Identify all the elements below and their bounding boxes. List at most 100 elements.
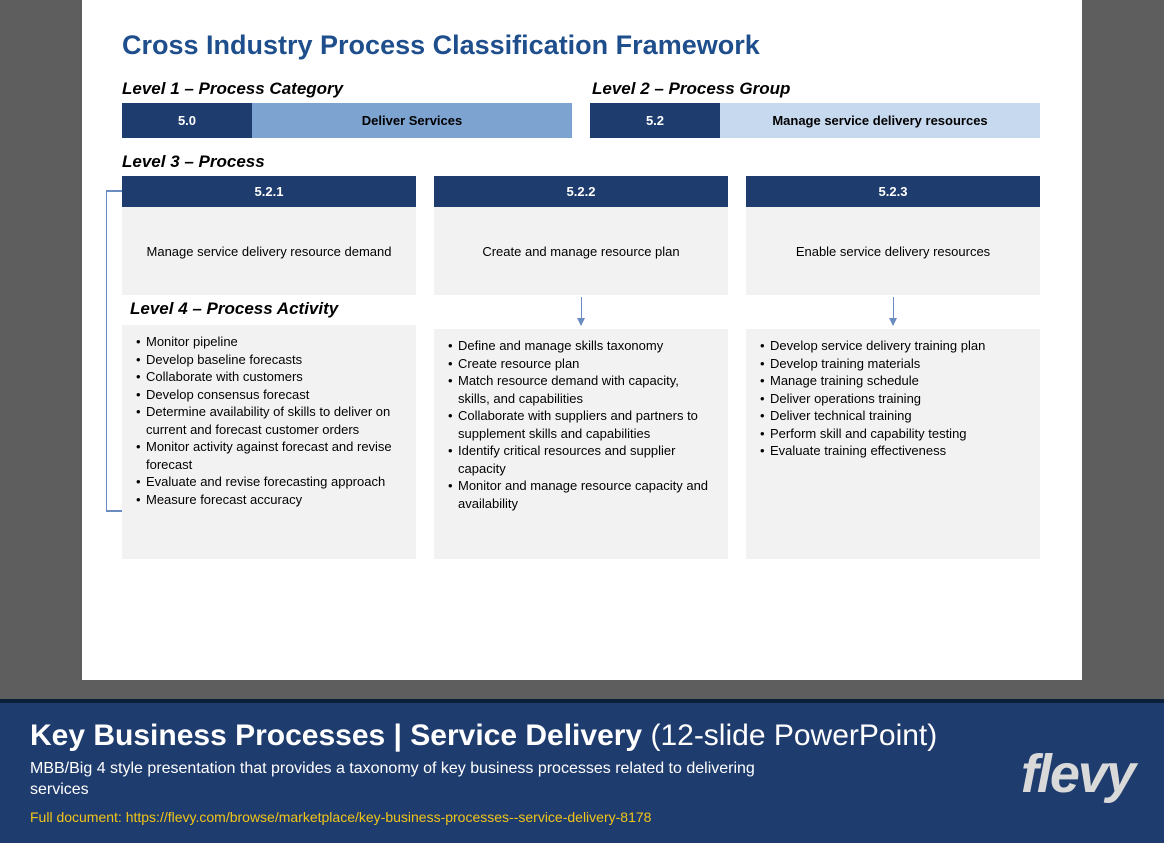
level1-code: 5.0	[122, 103, 252, 138]
slide: Cross Industry Process Classification Fr…	[82, 0, 1082, 680]
bullet-icon: •	[136, 333, 146, 351]
activity-item: • Evaluate training effectiveness	[760, 442, 1026, 460]
activity-item: • Collaborate with customers	[136, 368, 402, 386]
process-name: Create and manage resource plan	[434, 207, 728, 295]
flevy-logo: flevy	[1021, 743, 1134, 805]
level2-code: 5.2	[590, 103, 720, 138]
activity-item: • Deliver technical training	[760, 407, 1026, 425]
bullet-icon: •	[136, 368, 146, 386]
arrow-down-icon	[893, 297, 894, 325]
activity-text: Develop consensus forecast	[146, 386, 309, 404]
activity-item: • Monitor activity against forecast and …	[136, 438, 402, 473]
activity-item: • Develop service delivery training plan	[760, 337, 1026, 355]
process-column: 5.2.3Enable service delivery resources• …	[746, 176, 1040, 559]
activity-text: Deliver technical training	[770, 407, 912, 425]
activity-text: Define and manage skills taxonomy	[458, 337, 663, 355]
bullet-icon: •	[136, 473, 146, 491]
activity-text: Measure forecast accuracy	[146, 491, 302, 509]
slide-title: Cross Industry Process Classification Fr…	[122, 30, 1042, 61]
bullet-icon: •	[760, 442, 770, 460]
activity-text: Deliver operations training	[770, 390, 921, 408]
level1-name: Deliver Services	[252, 103, 572, 138]
activity-text: Match resource demand with capacity, ski…	[458, 372, 714, 407]
activity-text: Evaluate training effectiveness	[770, 442, 946, 460]
activity-text: Develop baseline forecasts	[146, 351, 302, 369]
activity-text: Develop training materials	[770, 355, 920, 373]
activity-item: • Measure forecast accuracy	[136, 491, 402, 509]
banner-title-light: (12-slide PowerPoint)	[642, 719, 937, 752]
activity-list: • Develop service delivery training plan…	[746, 329, 1040, 559]
top-boxes: 5.0 Deliver Services 5.2 Manage service …	[122, 103, 1042, 138]
activity-item: • Collaborate with suppliers and partner…	[448, 407, 714, 442]
process-code: 5.2.2	[434, 176, 728, 207]
activity-item: • Develop consensus forecast	[136, 386, 402, 404]
bullet-icon: •	[448, 407, 458, 442]
activity-item: • Perform skill and capability testing	[760, 425, 1026, 443]
arrow-spacer	[746, 295, 1040, 329]
activity-item: • Create resource plan	[448, 355, 714, 373]
level2-box: 5.2 Manage service delivery resources	[590, 103, 1040, 138]
activity-text: Collaborate with suppliers and partners …	[458, 407, 714, 442]
activity-item: • Develop baseline forecasts	[136, 351, 402, 369]
activity-list: • Define and manage skills taxonomy• Cre…	[434, 329, 728, 559]
process-column: 5.2.1Manage service delivery resource de…	[122, 176, 416, 559]
activity-item: • Manage training schedule	[760, 372, 1026, 390]
activity-list: • Monitor pipeline• Develop baseline for…	[122, 325, 416, 555]
banner-link[interactable]: Full document: https://flevy.com/browse/…	[30, 809, 1134, 825]
activity-text: Monitor and manage resource capacity and…	[458, 477, 714, 512]
activity-text: Develop service delivery training plan	[770, 337, 985, 355]
activity-text: Monitor activity against forecast and re…	[146, 438, 402, 473]
banner-title-bold: Key Business Processes | Service Deliver…	[30, 719, 642, 752]
level4-label: Level 4 – Process Activity	[120, 295, 416, 325]
bullet-icon: •	[448, 442, 458, 477]
bullet-icon: •	[136, 386, 146, 404]
level-labels-row: Level 1 – Process Category Level 2 – Pro…	[122, 79, 1042, 99]
activity-text: Determine availability of skills to deli…	[146, 403, 402, 438]
level3-label: Level 3 – Process	[122, 152, 1042, 172]
process-row: 5.2.1Manage service delivery resource de…	[122, 176, 1042, 559]
activity-text: Create resource plan	[458, 355, 579, 373]
process-code: 5.2.3	[746, 176, 1040, 207]
bullet-icon: •	[136, 351, 146, 369]
level2-name: Manage service delivery resources	[720, 103, 1040, 138]
process-name: Manage service delivery resource demand	[122, 207, 416, 295]
activity-item: • Develop training materials	[760, 355, 1026, 373]
bullet-icon: •	[760, 337, 770, 355]
level1-label: Level 1 – Process Category	[122, 79, 572, 99]
bullet-icon: •	[136, 491, 146, 509]
activity-item: • Monitor pipeline	[136, 333, 402, 351]
bullet-icon: •	[448, 355, 458, 373]
process-column: 5.2.2Create and manage resource plan • De…	[434, 176, 728, 559]
process-code: 5.2.1	[122, 176, 416, 207]
activity-text: Perform skill and capability testing	[770, 425, 967, 443]
arrow-down-icon	[581, 297, 582, 325]
activity-text: Identify critical resources and supplier…	[458, 442, 714, 477]
bullet-icon: •	[760, 425, 770, 443]
bullet-icon: •	[448, 337, 458, 355]
bullet-icon: •	[136, 438, 146, 473]
level2-label: Level 2 – Process Group	[592, 79, 1042, 99]
level1-box: 5.0 Deliver Services	[122, 103, 572, 138]
connector-line	[106, 190, 107, 510]
bullet-icon: •	[136, 403, 146, 438]
activity-item: • Identify critical resources and suppli…	[448, 442, 714, 477]
activity-item: • Monitor and manage resource capacity a…	[448, 477, 714, 512]
banner-subtitle: MBB/Big 4 style presentation that provid…	[30, 759, 790, 801]
activity-text: Monitor pipeline	[146, 333, 238, 351]
connector-top	[106, 190, 122, 192]
activity-text: Evaluate and revise forecasting approach	[146, 473, 385, 491]
activity-item: • Match resource demand with capacity, s…	[448, 372, 714, 407]
banner: Key Business Processes | Service Deliver…	[0, 699, 1164, 843]
bullet-icon: •	[760, 407, 770, 425]
banner-title: Key Business Processes | Service Deliver…	[30, 719, 1134, 753]
bullet-icon: •	[448, 477, 458, 512]
bullet-icon: •	[448, 372, 458, 407]
activity-item: • Evaluate and revise forecasting approa…	[136, 473, 402, 491]
activity-text: Collaborate with customers	[146, 368, 303, 386]
activity-item: • Determine availability of skills to de…	[136, 403, 402, 438]
bullet-icon: •	[760, 355, 770, 373]
bullet-icon: •	[760, 390, 770, 408]
arrow-spacer	[434, 295, 728, 329]
bullet-icon: •	[760, 372, 770, 390]
activity-text: Manage training schedule	[770, 372, 919, 390]
